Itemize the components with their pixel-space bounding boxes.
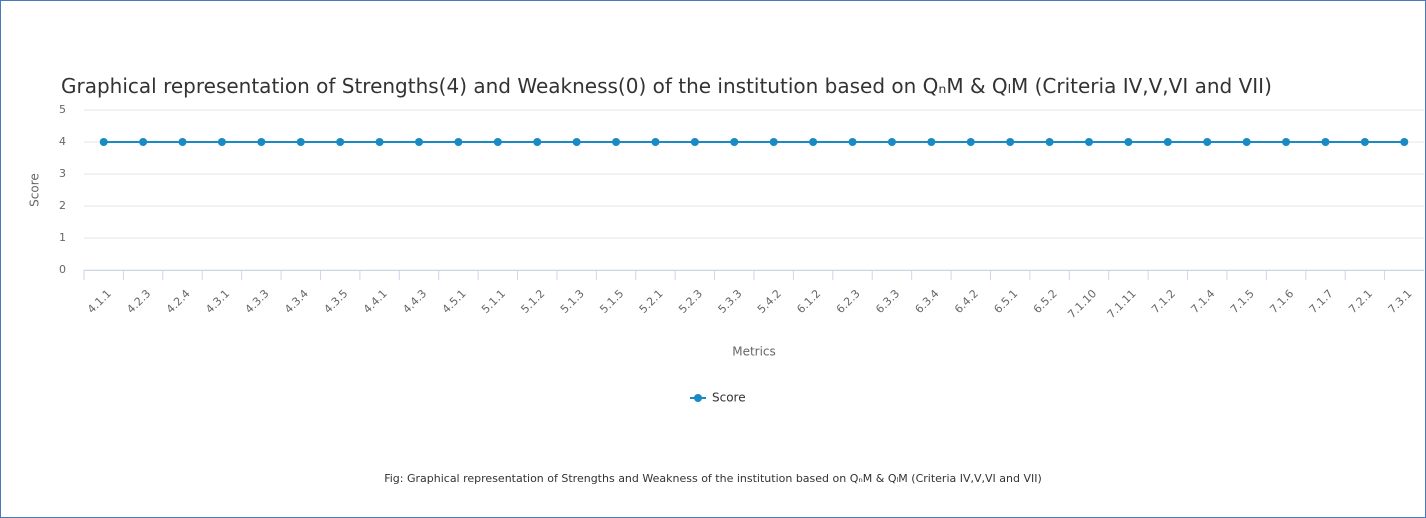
x-tick-label: 4.2.4 (164, 287, 193, 316)
x-tick-label: 4.4.1 (361, 287, 390, 316)
point (612, 138, 621, 146)
point (257, 138, 266, 146)
y-tick-label: 2 (59, 199, 66, 212)
point (1045, 138, 1054, 146)
x-tick-label: 5.4.2 (755, 287, 784, 316)
point (1282, 138, 1291, 146)
y-tick-label: 0 (59, 263, 66, 276)
x-tick-label: 7.1.6 (1267, 287, 1296, 316)
point (809, 138, 818, 146)
point (887, 138, 896, 146)
point (415, 138, 423, 146)
point (1203, 138, 1212, 146)
point (1400, 138, 1409, 146)
x-tick-label: 4.3.4 (282, 287, 311, 316)
x-tick-label: 5.3.3 (716, 287, 745, 316)
point (572, 138, 581, 146)
x-tick-label: 4.3.1 (203, 287, 232, 316)
x-tick-label: 7.1.10 (1065, 287, 1099, 321)
point (1006, 138, 1015, 146)
point (1124, 138, 1133, 146)
x-tick-label: 7.1.2 (1149, 287, 1178, 316)
x-tick-label: 5.2.1 (637, 287, 666, 316)
point (651, 138, 660, 146)
caption: Fig: Graphical representation of Strengt… (384, 472, 1042, 485)
x-axis-title: Metrics (732, 345, 776, 359)
x-tick-label: 7.1.4 (1188, 287, 1217, 316)
x-tick-label: 6.3.3 (873, 287, 902, 316)
x-tick-label: 4.5.1 (440, 287, 469, 316)
y-axis-title: Score (28, 173, 42, 207)
x-tick-label: 4.4.3 (400, 287, 429, 316)
x-tick-label: 5.1.3 (558, 287, 587, 316)
point (99, 138, 108, 146)
point (730, 138, 739, 146)
legend-label[interactable]: Score (712, 391, 746, 405)
point (690, 138, 699, 146)
point (1163, 138, 1172, 146)
y-tick-label: 4 (59, 135, 66, 148)
x-tick-label: 4.3.3 (243, 287, 272, 316)
point (1242, 138, 1251, 146)
x-tick-label: 6.2.3 (834, 287, 863, 316)
x-tick-label: 4.1.1 (85, 287, 114, 316)
point (139, 138, 148, 146)
x-tick-label: 5.1.5 (597, 287, 626, 316)
x-tick-label: 6.5.1 (991, 287, 1020, 316)
point (493, 138, 502, 146)
point (927, 138, 936, 146)
point (336, 138, 345, 146)
x-tick-label: 7.1.11 (1105, 287, 1139, 321)
y-tick-label: 5 (59, 103, 66, 116)
point (966, 138, 975, 146)
point (178, 138, 187, 146)
point (769, 138, 778, 146)
point (1360, 138, 1369, 146)
point (217, 138, 226, 146)
point (1321, 138, 1330, 146)
legend-marker (694, 394, 702, 402)
x-tick-label: 6.1.2 (794, 287, 823, 316)
point (375, 138, 384, 146)
x-tick-label: 5.2.3 (676, 287, 705, 316)
x-tick-label: 5.1.2 (518, 287, 547, 316)
point (1085, 138, 1093, 146)
point (848, 138, 857, 146)
x-tick-label: 4.2.3 (124, 287, 153, 316)
y-tick-label: 3 (59, 167, 66, 180)
x-tick-label: 6.4.2 (952, 287, 981, 316)
x-tick-label: 7.3.1 (1386, 287, 1415, 316)
x-tick-label: 6.5.2 (1031, 287, 1060, 316)
x-tick-label: 7.2.1 (1346, 287, 1375, 316)
x-tick-label: 7.1.5 (1228, 287, 1257, 316)
x-tick-label: 6.3.4 (913, 287, 942, 316)
chart-title: Graphical representation of Strengths(4)… (61, 74, 1272, 98)
point (533, 138, 542, 146)
point (296, 138, 305, 146)
y-tick-label: 1 (59, 231, 66, 244)
x-tick-label: 7.1.7 (1307, 287, 1336, 316)
point (454, 138, 463, 146)
x-tick-label: 5.1.1 (479, 287, 508, 316)
x-tick-label: 4.3.5 (321, 287, 350, 316)
